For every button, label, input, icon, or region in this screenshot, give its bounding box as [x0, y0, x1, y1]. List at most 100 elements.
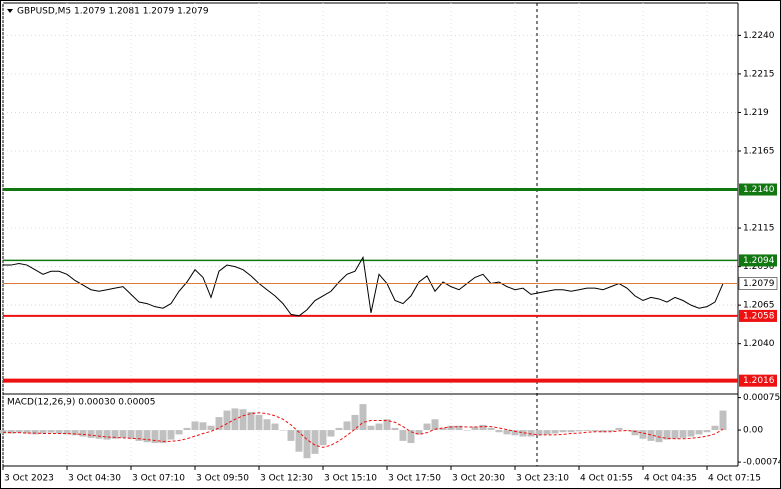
y-tick-label: 1.2040	[743, 339, 775, 349]
level-label-box	[739, 374, 777, 387]
histogram-bar	[239, 409, 247, 431]
histogram-bar	[175, 430, 183, 435]
histogram-bar	[207, 425, 215, 431]
histogram-bar	[39, 430, 47, 434]
y-tick-label: 1.2240	[743, 31, 775, 41]
histogram-bar	[343, 421, 351, 431]
histogram-bar	[335, 427, 343, 431]
x-tick-label: 3 Oct 23:10	[516, 474, 569, 484]
level-label-box	[739, 309, 777, 322]
histogram-bar	[631, 430, 639, 436]
histogram-bar	[671, 430, 679, 439]
histogram-bar	[23, 430, 31, 434]
price-line	[3, 255, 724, 317]
histogram-bar	[479, 424, 487, 431]
menu-arrow	[7, 9, 13, 13]
histogram-bar	[7, 430, 15, 434]
histogram-bar	[711, 425, 719, 431]
histogram-bar	[327, 430, 335, 437]
histogram-bar	[95, 430, 103, 439]
histogram-bar	[687, 430, 695, 437]
histogram-bar	[503, 430, 511, 435]
histogram-bar	[527, 430, 535, 437]
histogram-bar	[111, 430, 119, 439]
histogram-bar	[71, 430, 79, 436]
histogram-bar	[271, 423, 279, 431]
x-tick-label: 3 Oct 09:50	[196, 474, 249, 484]
histogram-bar	[439, 427, 447, 431]
histogram-bar	[511, 430, 519, 436]
last-price-label: 1.2079	[743, 279, 775, 289]
level-label: 1.2094	[743, 256, 775, 266]
histogram-bar	[167, 430, 175, 440]
histogram-bar	[583, 430, 591, 431]
histogram-bar	[543, 430, 551, 435]
x-tick-label: 3 Oct 20:30	[452, 474, 505, 484]
histogram-bar	[679, 430, 687, 438]
histogram-bar	[127, 430, 135, 439]
y-tick-label: 0.00075	[743, 393, 780, 403]
histogram-bar	[399, 430, 407, 441]
histogram-bar	[519, 430, 527, 437]
histogram-bar	[383, 419, 391, 431]
histogram-bar	[431, 419, 439, 431]
histogram-bar	[551, 430, 559, 434]
histogram-bar	[575, 430, 583, 432]
histogram-bar	[663, 430, 671, 440]
histogram-bar	[647, 430, 655, 441]
y-tick-label: 1.2065	[743, 301, 775, 311]
histogram-bar	[455, 425, 463, 431]
histogram-bar	[63, 430, 71, 435]
histogram-bar	[559, 430, 567, 433]
histogram-bar	[703, 430, 711, 433]
y-tick-label: -0.00074	[743, 458, 781, 468]
x-tick-label: 4 Oct 04:35	[644, 474, 697, 484]
histogram-bar	[599, 430, 607, 433]
histogram-bar	[183, 427, 191, 431]
histogram-bar	[359, 404, 367, 431]
histogram-bar	[623, 430, 631, 431]
histogram-bar	[31, 430, 39, 435]
histogram-bar	[415, 430, 423, 435]
histogram-bar	[463, 430, 471, 431]
histogram-bar	[303, 430, 311, 459]
histogram-bar	[311, 430, 319, 454]
level-label: 1.2140	[743, 185, 775, 195]
x-tick-label: 3 Oct 17:50	[388, 474, 441, 484]
histogram-bar	[639, 430, 647, 439]
histogram-bar	[423, 423, 431, 431]
histogram-bar	[607, 430, 615, 432]
level-label: 1.2016	[743, 376, 775, 386]
histogram-bar	[279, 430, 287, 431]
histogram-bar	[591, 430, 599, 432]
y-tick-label: 1.2115	[743, 224, 775, 234]
histogram-bar	[247, 411, 255, 431]
histogram-bar	[55, 430, 63, 434]
histogram-bar	[655, 430, 663, 443]
y-tick-label: 1.2090	[743, 262, 775, 272]
histogram-bar	[87, 430, 95, 438]
level-label: 1.2058	[743, 311, 775, 321]
histogram-bar	[567, 430, 575, 433]
histogram-bar	[295, 430, 303, 452]
histogram-bar	[255, 414, 263, 431]
level-label-box	[739, 254, 777, 267]
histogram-bar	[319, 430, 327, 446]
signal-line	[2, 412, 724, 448]
level-label-box	[739, 183, 777, 196]
histogram-bar	[135, 430, 143, 441]
histogram-bar	[79, 430, 87, 437]
histogram-bar	[199, 422, 207, 431]
x-tick-label: 4 Oct 01:55	[580, 474, 633, 484]
histogram-bar	[351, 414, 359, 431]
x-tick-label: 3 Oct 15:10	[324, 474, 377, 484]
histogram-bar	[367, 425, 375, 431]
x-tick-label: 3 Oct 07:10	[132, 474, 185, 484]
histogram-bar	[47, 430, 55, 433]
x-tick-label: 3 Oct 04:30	[68, 474, 121, 484]
chart-title: GBPUSD,M5 1.2079 1.2081 1.2079 1.2079	[17, 7, 209, 17]
histogram-bar	[471, 426, 479, 431]
histogram-bar	[15, 430, 23, 433]
histogram-bar	[447, 425, 455, 431]
